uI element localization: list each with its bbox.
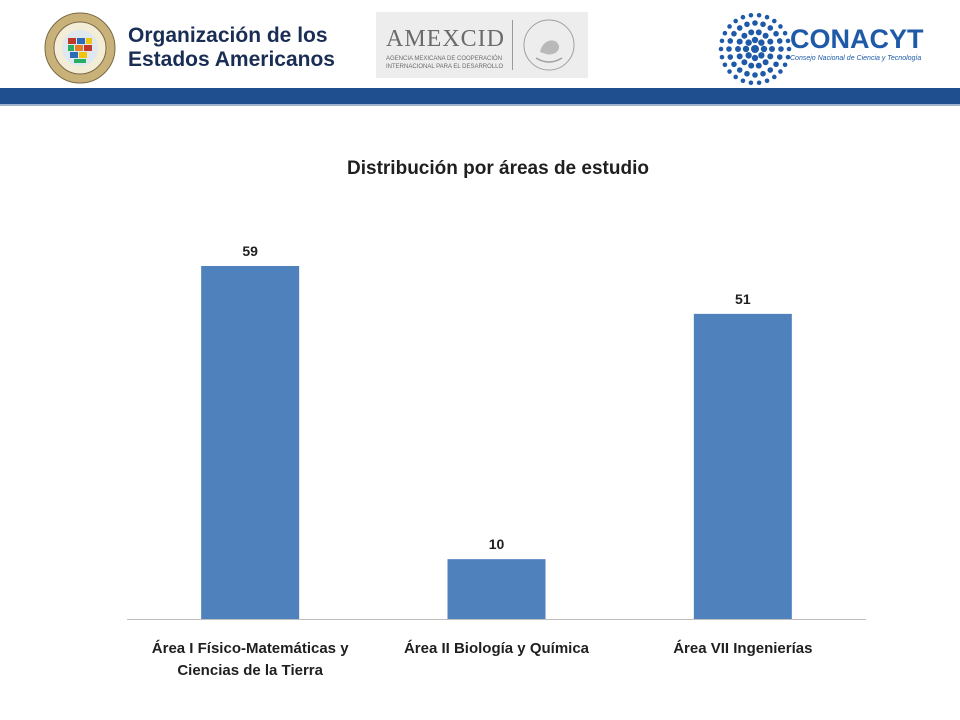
amexcid-sub2: INTERNACIONAL PARA EL DESARROLLO bbox=[386, 64, 504, 70]
conacyt-name: CONACYT bbox=[790, 24, 924, 54]
conacyt-dots-logo bbox=[718, 12, 792, 86]
x-tick-label-2-line-1: Área II Biología y Química bbox=[403, 640, 590, 657]
amexcid-sub1: AGENCIA MEXICANA DE COOPERACIÓN bbox=[386, 56, 503, 62]
oas-seal-logo bbox=[44, 12, 116, 84]
x-tick-label-1-line-1: Área I Físico-Matemáticas y bbox=[151, 640, 349, 657]
oas-name-line1: Organización de los bbox=[128, 24, 328, 47]
x-tick-label-1-line-2: Ciencias de la Tierra bbox=[177, 662, 323, 679]
bar-2 bbox=[447, 559, 546, 619]
oas-name: Organización de los Estados Americanos bbox=[128, 24, 335, 72]
x-tick-label-3: Área VII Ingenierías bbox=[620, 638, 866, 660]
x-tick-label-2: Área II Biología y Química bbox=[373, 638, 619, 660]
data-label-2: 10 bbox=[489, 536, 505, 552]
amexcid-name: AMEXCID bbox=[386, 26, 505, 52]
header-band bbox=[0, 88, 960, 104]
x-tick-label-3-line-1: Área VII Ingenierías bbox=[673, 640, 813, 657]
chart-title: Distribución por áreas de estudio bbox=[347, 158, 649, 179]
amexcid-divider bbox=[512, 20, 513, 70]
header-band-line bbox=[0, 104, 960, 106]
conacyt-subtitle: Consejo Nacional de Ciencia y Tecnología bbox=[790, 55, 922, 62]
data-label-3: 51 bbox=[735, 291, 751, 307]
mexico-seal-icon bbox=[523, 19, 575, 71]
data-label-1: 59 bbox=[242, 243, 258, 259]
oas-name-line2: Estados Americanos bbox=[128, 48, 335, 71]
bar-1 bbox=[201, 266, 300, 619]
header: Organización de los Estados Americanos A… bbox=[0, 0, 960, 88]
amexcid-logo: AMEXCID AGENCIA MEXICANA DE COOPERACIÓN … bbox=[376, 12, 588, 78]
bar-3 bbox=[693, 313, 792, 619]
x-tick-label-1: Área I Físico-Matemáticas y Ciencias de l… bbox=[127, 638, 373, 682]
